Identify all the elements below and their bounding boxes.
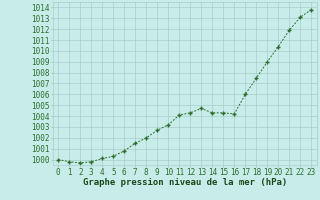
- X-axis label: Graphe pression niveau de la mer (hPa): Graphe pression niveau de la mer (hPa): [83, 178, 287, 187]
